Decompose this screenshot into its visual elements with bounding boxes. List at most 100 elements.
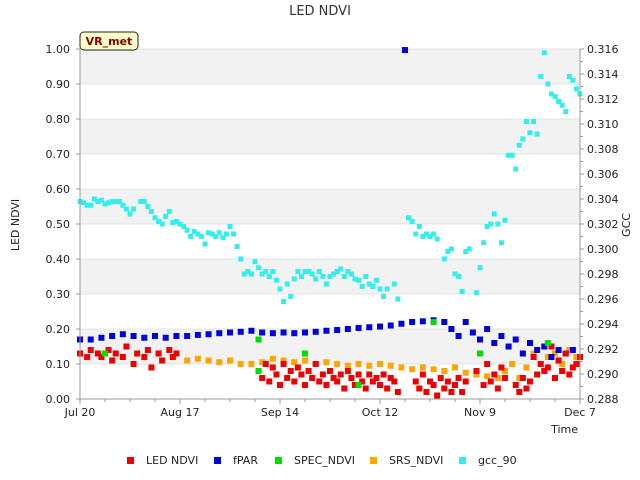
x-tick-label: Oct 12 [362, 406, 399, 419]
legend-marker [370, 457, 377, 464]
y-tick-label-right: 0.288 [587, 393, 619, 406]
data-point [238, 256, 244, 262]
data-point [220, 235, 226, 241]
data-point [412, 378, 419, 385]
data-point [259, 329, 266, 336]
data-point [255, 368, 262, 374]
data-point [269, 364, 276, 371]
y-tick-label-right: 0.300 [587, 243, 619, 256]
series-fpar [77, 47, 583, 360]
y-tick-label-right: 0.292 [587, 343, 619, 356]
data-point [441, 368, 448, 374]
data-point [384, 385, 391, 392]
data-point [148, 209, 154, 214]
data-point [477, 265, 483, 271]
data-point [302, 350, 308, 357]
data-point [234, 244, 240, 249]
data-point [469, 329, 476, 336]
data-point [502, 368, 508, 374]
data-point [98, 334, 105, 341]
data-point [231, 231, 237, 237]
data-point [541, 343, 548, 350]
data-point [434, 392, 441, 399]
data-point [280, 361, 287, 367]
data-point [420, 234, 426, 239]
data-point [523, 385, 530, 392]
data-point [305, 368, 312, 374]
data-point [359, 284, 365, 289]
data-point [269, 330, 276, 337]
legend-label: gcc_90 [478, 454, 517, 467]
data-point [323, 281, 329, 287]
data-point [148, 364, 155, 371]
data-point [341, 274, 347, 279]
data-point [252, 259, 258, 264]
data-point [291, 330, 298, 337]
data-point [113, 199, 119, 204]
data-point [334, 327, 341, 334]
y-tick-label-right: 0.302 [587, 218, 619, 231]
data-point [377, 382, 383, 388]
data-point [477, 336, 483, 343]
data-point [344, 326, 351, 332]
data-point [355, 324, 362, 331]
data-point [366, 371, 373, 378]
data-point [381, 294, 387, 299]
y-tick-label-right: 0.296 [587, 293, 619, 306]
data-point [177, 221, 183, 227]
data-point [423, 231, 429, 237]
data-point [320, 274, 326, 279]
data-point [387, 322, 394, 329]
data-point [563, 109, 569, 114]
data-point [323, 359, 330, 366]
data-point [552, 350, 558, 357]
data-point [498, 364, 505, 371]
data-point [455, 333, 462, 339]
legend-marker [127, 457, 134, 464]
data-point [131, 206, 137, 212]
data-point [534, 371, 541, 378]
data-point [141, 354, 148, 360]
background-band [80, 119, 580, 154]
data-point [127, 211, 133, 217]
data-point [441, 256, 447, 262]
data-point [223, 231, 229, 237]
data-point [169, 354, 176, 360]
data-point [437, 375, 444, 381]
data-point [345, 269, 351, 274]
data-point [173, 333, 180, 339]
chart-title: LED NDVI [289, 4, 351, 19]
background-band [80, 49, 580, 84]
y-tick-label-left: 0.00 [46, 393, 71, 406]
data-point [356, 277, 362, 283]
data-point [363, 274, 369, 279]
data-point [173, 219, 179, 224]
data-point [306, 269, 312, 274]
data-point [516, 142, 522, 148]
data-point [145, 204, 151, 209]
x-tick-label: Aug 17 [161, 406, 200, 419]
data-point [195, 231, 201, 237]
data-point [213, 234, 219, 239]
data-point [562, 350, 569, 357]
data-point [505, 343, 512, 350]
data-point [398, 320, 405, 327]
data-point [155, 350, 162, 357]
data-point [481, 240, 487, 246]
data-point [459, 389, 466, 395]
legend: LED NDVI fPAR SPEC_NDVI SRS_NDVI gcc_90 [127, 454, 517, 467]
data-point [541, 50, 547, 56]
data-point [309, 375, 316, 381]
data-point [516, 375, 523, 381]
data-point [491, 371, 498, 378]
data-point [463, 249, 469, 254]
data-point [573, 86, 579, 92]
data-point [138, 199, 144, 204]
data-point [448, 389, 455, 395]
x-tick-label: Sep 14 [261, 406, 299, 419]
data-point [216, 330, 223, 337]
data-point [159, 357, 166, 364]
legend-label: SPEC_NDVI [294, 454, 355, 467]
y-axis-right-label: GCC [620, 213, 633, 237]
